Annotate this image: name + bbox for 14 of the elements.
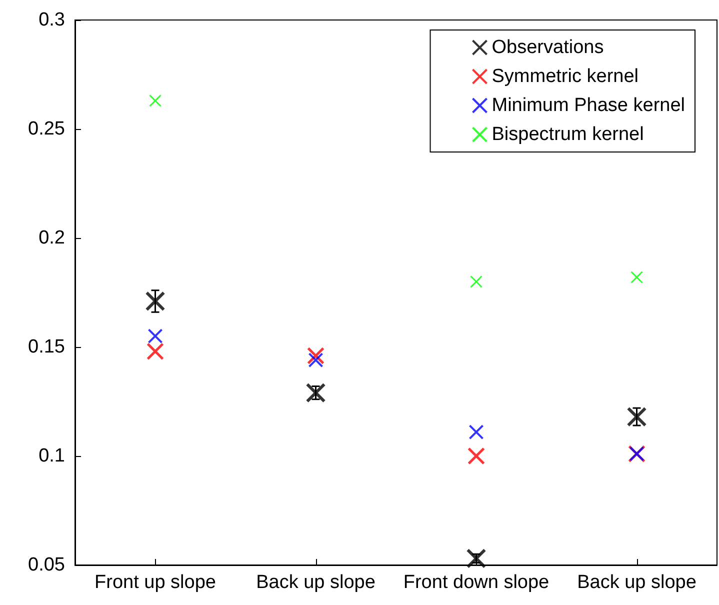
x-tick-label: Front down slope xyxy=(403,572,550,593)
y-tick-label: 0.25 xyxy=(28,118,65,140)
y-tick-label: 0.15 xyxy=(28,336,65,358)
y-tick-label: 0.3 xyxy=(38,10,65,30)
legend-label: Minimum Phase kernel xyxy=(492,95,686,116)
y-tick-label: 0.2 xyxy=(38,228,65,248)
legend-label: Bispectrum kernel xyxy=(492,124,644,145)
legend-label: Symmetric kernel xyxy=(492,66,639,87)
x-tick-label: Front up slope xyxy=(94,572,216,593)
x-tick-label: Back up slope xyxy=(256,572,376,593)
x-tick-label: Back up slope xyxy=(577,572,696,593)
y-tick-label: 0.05 xyxy=(28,554,65,576)
y-tick-label: 0.1 xyxy=(38,446,65,466)
legend-label: Observations xyxy=(492,37,604,58)
